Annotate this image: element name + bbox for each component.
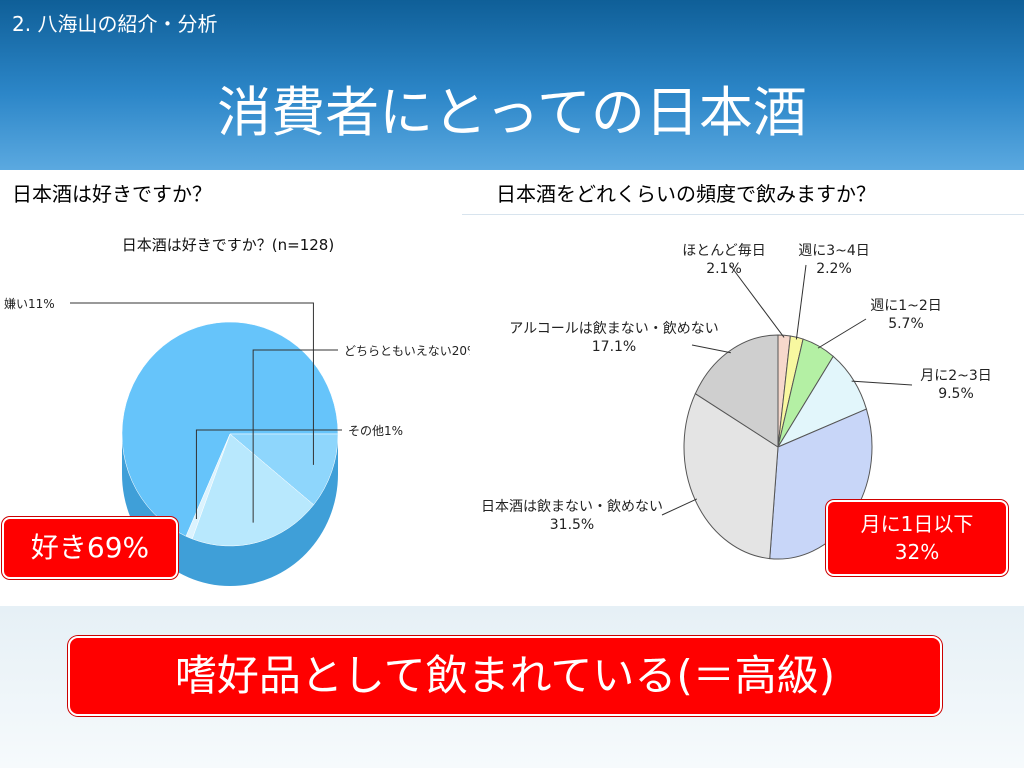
- frequency-pie-chart: ほとんど毎日 2.1% 週に3~4日 2.2% 週に1~2日 5.7% 月に2~3日 9.5%…: [481, 243, 992, 560]
- frequency-slice-percent: 5.7%: [888, 316, 924, 332]
- leader-line: [729, 264, 785, 338]
- frequency-slice-percent: 31.5%: [550, 517, 594, 533]
- leader-line: [851, 380, 913, 386]
- leader-line: [195, 429, 342, 519]
- like-slice-label: その他1%: [348, 424, 403, 438]
- leader-line: [70, 302, 314, 465]
- like-pie-slice: [185, 433, 231, 540]
- slide-title: 消費者にとっての日本酒: [217, 81, 807, 144]
- frequency-slice-percent: 17.1%: [592, 339, 636, 355]
- right-question: 日本酒をどれくらいの頻度で飲みますか？: [496, 182, 876, 206]
- frequency-slice-label: 週に1~2日: [870, 298, 942, 314]
- frequency-slice-label: 週に3~4日: [798, 243, 870, 259]
- slide-header: 2. 八海山の紹介・分析 消費者にとっての日本酒: [0, 0, 1024, 170]
- frequency-slice-percent: 9.5%: [938, 386, 974, 402]
- frequency-slice-label: 月に2~3日: [920, 368, 992, 384]
- leader-line: [795, 264, 807, 340]
- frequency-pie-slice: [694, 334, 779, 448]
- like-slice-label: 嫌い11%: [4, 297, 55, 311]
- conclusion-banner: 嗜好品として飲まれている(＝高級): [68, 636, 942, 716]
- leader-line: [691, 344, 731, 354]
- like-pie-slice: [229, 433, 339, 506]
- frequency-callout: 月に1日以下 32%: [826, 500, 1008, 576]
- frequency-callout-label: 月に1日以下: [860, 512, 974, 536]
- left-question: 日本酒は好きですか？: [12, 182, 212, 206]
- section-label: 2. 八海山の紹介・分析: [12, 12, 218, 36]
- divider: [462, 214, 1024, 215]
- chart-title: 日本酒は好きですか？(n=128): [122, 236, 334, 254]
- leader-line: [817, 318, 867, 349]
- like-pie-slice: [121, 321, 339, 537]
- frequency-slice-label: 日本酒は飲まない・飲めない: [481, 499, 663, 515]
- frequency-slice-percent: 2.2%: [816, 261, 852, 277]
- frequency-slice-label: アルコールは飲まない・飲めない: [509, 321, 719, 337]
- like-callout: 好き69%: [2, 517, 178, 579]
- leader-line: [661, 498, 698, 516]
- frequency-slice-label: ほとんど毎日: [682, 243, 766, 259]
- frequency-slice-percent: 2.1%: [706, 261, 742, 277]
- leader-line: [252, 349, 338, 523]
- frequency-callout-value: 32%: [894, 540, 940, 564]
- like-slice-label: どちらともいえない20%: [344, 344, 470, 358]
